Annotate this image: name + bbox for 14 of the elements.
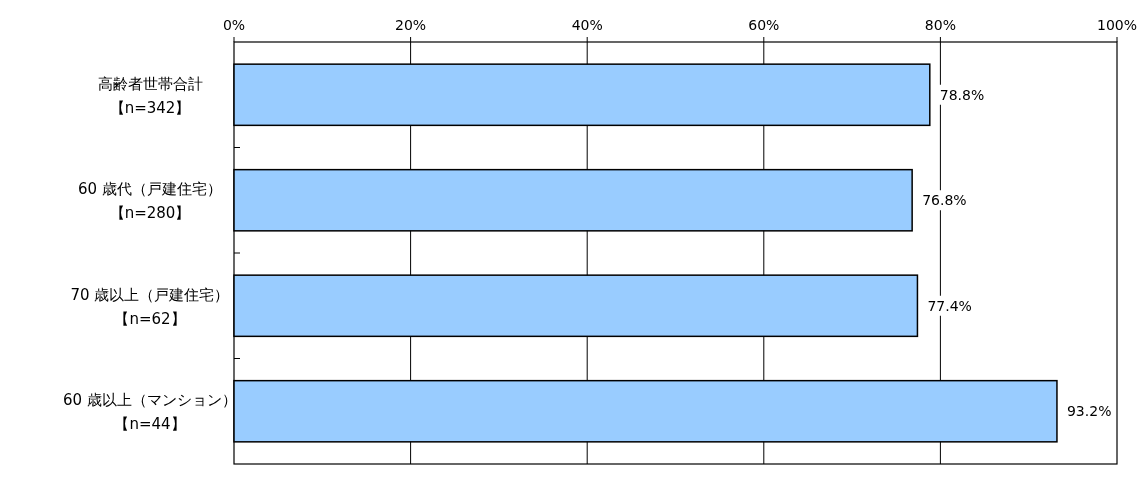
x-tick-label: 0% [222, 17, 246, 33]
data-label: 77.4% [927, 297, 972, 314]
x-tick-label: 40% [571, 17, 603, 33]
y-tick-label: 60 歳代（戸建住宅）【n=280】 [78, 180, 222, 223]
x-tick-label: 100% [1096, 17, 1138, 33]
data-label: 93.2% [1066, 403, 1112, 420]
x-tick-label: 20% [395, 17, 427, 33]
x-tick-label: 60% [748, 17, 780, 33]
y-tick-label: 70 歳以上（戸建住宅）【n=62】 [70, 285, 230, 328]
data-label: 76.8% [922, 192, 967, 209]
data-label: 78.8% [939, 86, 985, 103]
y-tick-label: 60 歳以上（マンション）【n=44】 [63, 391, 237, 434]
x-tick-label: 80% [924, 17, 956, 33]
y-tick-label: 高齢者世帯合計【n=342】 [97, 74, 203, 117]
